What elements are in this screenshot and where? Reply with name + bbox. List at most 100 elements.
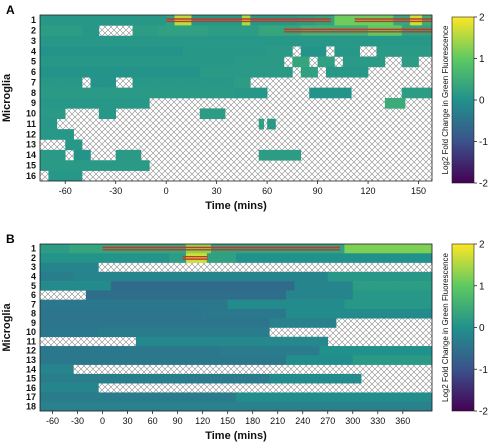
heatmap-cell <box>65 139 83 151</box>
heatmap-cell <box>40 149 66 161</box>
y-axis-title: Microglia <box>1 302 13 351</box>
row-label: 8 <box>31 309 36 319</box>
heatmap-cell <box>352 281 433 291</box>
colorbar-tick-label: 0 <box>479 96 485 107</box>
row-label: 13 <box>26 140 36 150</box>
heatmap-cell <box>206 253 237 263</box>
heatmap-cell <box>85 290 287 300</box>
colorbar-tick-label: 2 <box>479 240 485 251</box>
heatmap-cell <box>236 392 433 403</box>
heatmap-cell <box>267 118 276 130</box>
heatmap-cell <box>368 25 403 37</box>
heatmap-cell <box>233 87 268 99</box>
row-label: 12 <box>26 346 36 356</box>
row-label: 7 <box>31 77 36 87</box>
row-label: 17 <box>26 392 36 402</box>
x-tick-label: 300 <box>345 416 360 426</box>
heatmap-cell <box>40 364 74 375</box>
heatmap-cell <box>40 373 187 384</box>
x-tick-label: 330 <box>370 416 385 426</box>
x-axis-title: Time (mins) <box>205 430 267 442</box>
heatmap-cell <box>401 87 433 99</box>
row-label: 3 <box>31 36 36 46</box>
row-label: 14 <box>26 364 36 374</box>
x-tick-label: 150 <box>220 416 235 426</box>
heatmap-cell <box>40 355 287 365</box>
x-tick-label: -30 <box>109 186 122 196</box>
x-tick-label: 0 <box>100 416 105 426</box>
heatmap-cell <box>267 46 293 57</box>
heatmap-cell <box>421 15 433 26</box>
row-label: 2 <box>31 253 36 263</box>
row-label: 16 <box>26 383 36 393</box>
x-tick-label: -60 <box>59 186 72 196</box>
heatmap-cell <box>40 66 201 78</box>
x-tick-label: 60 <box>262 186 272 196</box>
heatmap-cell <box>157 25 209 37</box>
heatmap-cell <box>344 244 433 254</box>
heatmap-cell <box>317 56 335 68</box>
heatmap-cell <box>334 46 360 57</box>
row-label: 13 <box>26 355 36 365</box>
heatmap-cell <box>410 15 423 26</box>
colorbar-tick-label: 1 <box>479 54 485 65</box>
row-label: 3 <box>31 262 36 272</box>
row-label: 6 <box>31 67 36 77</box>
heatmap-cell <box>393 15 411 26</box>
heatmap-cell <box>185 373 270 384</box>
panel-b-letter: B <box>6 232 15 246</box>
heatmap-cell <box>199 66 293 78</box>
heatmap-cell <box>309 87 352 99</box>
heatmap-cell <box>40 129 74 140</box>
heatmap-cell <box>300 46 327 57</box>
row-label: 1 <box>31 15 36 25</box>
heatmap-cell <box>73 271 329 282</box>
row-label: 10 <box>26 109 36 119</box>
heatmap-cell <box>227 299 345 310</box>
x-tick-label: 120 <box>195 416 210 426</box>
heatmap-cell <box>352 290 433 300</box>
heatmap-cell <box>73 149 91 161</box>
heatmap-cell <box>166 15 175 26</box>
heatmap-cell <box>300 66 318 78</box>
heatmap-cell <box>334 15 394 26</box>
heatmap-cell <box>185 244 212 254</box>
x-tick-label: 30 <box>212 186 222 196</box>
x-tick-label: 150 <box>411 186 426 196</box>
heatmap-cell <box>258 25 302 37</box>
x-tick-label: 120 <box>361 186 376 196</box>
x-tick-label: -30 <box>71 416 84 426</box>
heatmap-cell <box>40 271 74 282</box>
heatmap-cell <box>40 77 83 88</box>
heatmap-cell <box>40 25 83 37</box>
heatmap-cell <box>174 15 192 26</box>
x-tick-label: 30 <box>123 416 133 426</box>
colorbar-tick-label: -2 <box>479 407 488 418</box>
row-label: 16 <box>26 171 36 181</box>
x-tick-label: 360 <box>395 416 410 426</box>
heatmap-cell <box>98 327 270 338</box>
heatmap-cell <box>40 262 99 273</box>
row-label: 7 <box>31 299 36 309</box>
heatmap-cell <box>40 299 228 310</box>
heatmap-cell <box>110 281 295 291</box>
row-label: 1 <box>31 244 36 254</box>
heatmap-cell <box>40 46 184 57</box>
heatmap-cell <box>40 318 270 328</box>
heatmap-cell <box>135 336 329 347</box>
heatmap-cell <box>185 253 208 263</box>
x-axis-title: Time (mins) <box>205 200 267 212</box>
panel-a-letter: A <box>6 3 15 17</box>
heatmap-cell <box>401 56 419 68</box>
colorbar-tick-label: 2 <box>479 13 485 24</box>
heatmap-cell <box>286 290 354 300</box>
row-label: 14 <box>26 150 36 160</box>
heatmap-cell <box>294 281 354 291</box>
heatmap-cell <box>69 244 187 254</box>
row-label: 11 <box>26 336 36 346</box>
row-label: 11 <box>26 119 36 129</box>
colorbar-tick-label: -1 <box>479 365 488 376</box>
heatmap-cell <box>319 346 433 356</box>
